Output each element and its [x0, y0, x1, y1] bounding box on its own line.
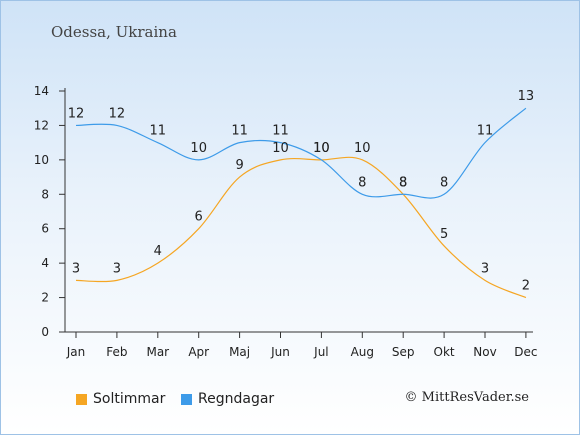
- data-label-soltimmar: 8: [399, 175, 407, 190]
- data-label-soltimmar: 9: [235, 158, 243, 173]
- series-line-regndagar: [75, 107, 527, 199]
- legend-swatch-soltimmar: [76, 393, 87, 405]
- x-tick-label: Feb: [106, 345, 127, 359]
- x-tick-label: Nov: [473, 345, 496, 359]
- x-tick-label: Sep: [392, 345, 415, 359]
- chart-title: Odessa, Ukraina: [51, 23, 177, 41]
- y-tick-label: 2: [41, 291, 49, 305]
- legend-label-soltimmar: Soltimmar: [93, 391, 166, 407]
- x-tick-label: Jul: [313, 345, 328, 359]
- data-label-regndagar: 12: [68, 106, 85, 121]
- data-label-soltimmar: 3: [113, 261, 121, 276]
- data-label-regndagar: 13: [518, 89, 535, 104]
- data-label-soltimmar: 5: [440, 227, 448, 242]
- x-tick-label: Mar: [146, 345, 169, 359]
- data-label-soltimmar: 10: [354, 141, 371, 156]
- legend-item-soltimmar: Soltimmar: [76, 391, 165, 407]
- data-label-regndagar: 12: [109, 106, 126, 121]
- x-tick-label: Okt: [434, 345, 455, 359]
- data-label-soltimmar: 6: [195, 210, 203, 225]
- legend-swatch-regndagar: [181, 393, 192, 405]
- data-label-regndagar: 8: [399, 175, 407, 190]
- series-line-soltimmar: [75, 156, 527, 299]
- y-tick-label: 12: [34, 118, 49, 132]
- data-label-regndagar: 11: [272, 124, 289, 139]
- data-label-soltimmar: 10: [272, 141, 289, 156]
- x-tick-label: Dec: [514, 345, 537, 359]
- data-label-soltimmar: 3: [72, 261, 80, 276]
- data-label-regndagar: 10: [190, 141, 207, 156]
- y-tick-label: 0: [41, 325, 49, 339]
- y-tick-label: 6: [41, 222, 49, 236]
- x-tick-label: Aug: [351, 345, 374, 359]
- data-label-regndagar: 11: [231, 124, 248, 139]
- data-label-regndagar: 11: [477, 124, 494, 139]
- data-label-soltimmar: 4: [154, 244, 162, 259]
- data-label-regndagar: 8: [440, 175, 448, 190]
- data-label-regndagar: 8: [358, 175, 366, 190]
- x-tick-label: Maj: [229, 345, 250, 359]
- data-label-regndagar: 10: [313, 141, 330, 156]
- data-label-soltimmar: 2: [522, 279, 530, 294]
- copyright-text: © MittResVader.se: [404, 390, 529, 405]
- data-label-regndagar: 11: [150, 124, 167, 139]
- y-tick-label: 10: [34, 153, 49, 167]
- data-label-soltimmar: 10: [313, 141, 330, 156]
- y-tick-label: 4: [41, 256, 49, 270]
- legend-label-regndagar: Regndagar: [198, 391, 275, 407]
- x-tick-label: Apr: [188, 345, 209, 359]
- data-label-soltimmar: 3: [481, 261, 489, 276]
- y-tick-label: 14: [34, 84, 49, 98]
- y-tick-label: 8: [41, 187, 49, 201]
- legend-item-regndagar: Regndagar: [181, 391, 274, 407]
- x-tick-label: Jan: [66, 345, 86, 359]
- x-tick-label: Jun: [270, 345, 290, 359]
